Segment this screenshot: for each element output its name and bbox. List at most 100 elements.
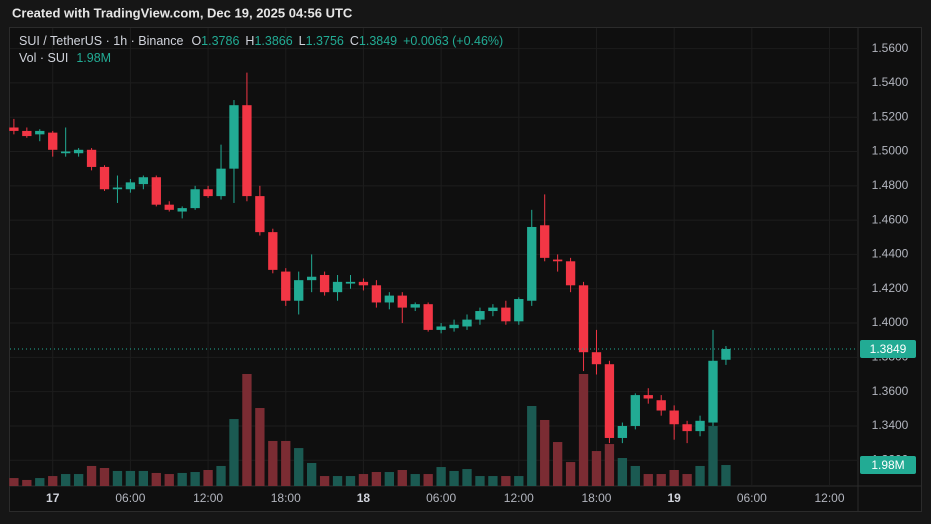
y-tick-label: 1.3600 — [872, 384, 909, 398]
last-price-label: 1.3849 — [870, 342, 907, 356]
volume-bar — [617, 458, 628, 486]
candle-body — [656, 400, 666, 411]
y-tick-label: 1.4000 — [872, 315, 909, 329]
volume-bar — [708, 426, 718, 486]
volume-bar — [319, 476, 330, 486]
candle-body — [177, 208, 187, 212]
candle-body — [242, 105, 252, 197]
candle-body — [475, 311, 485, 320]
high-label: H — [245, 34, 254, 48]
volume-bar — [9, 478, 19, 486]
y-tick-label: 1.5600 — [872, 41, 909, 55]
candle-body — [281, 271, 291, 301]
candle-body — [125, 182, 136, 190]
volume-bar — [358, 474, 369, 486]
candle-body — [255, 196, 265, 233]
y-tick-label: 1.4800 — [872, 178, 909, 192]
candle-body — [371, 285, 382, 303]
candle-body — [397, 295, 407, 308]
volume-bar — [423, 474, 433, 486]
candle-body — [501, 307, 511, 322]
volume-bar — [604, 444, 615, 486]
volume-bar — [578, 374, 589, 486]
volume-bar — [410, 474, 420, 486]
candle-body — [488, 307, 498, 312]
candle-body — [591, 352, 602, 365]
x-tick-label: 06:00 — [426, 491, 456, 505]
volume-pane — [9, 374, 731, 486]
candle-body — [190, 189, 200, 209]
y-tick-label: 1.4200 — [872, 281, 909, 295]
open-value: 1.3786 — [201, 34, 239, 48]
watermark: Created with TradingView.com, Dec 19, 20… — [12, 5, 353, 20]
volume-bar — [552, 442, 563, 486]
volume-bar — [190, 472, 200, 486]
candle-body — [552, 259, 563, 262]
volume-bar — [384, 472, 394, 486]
x-tick-label: 06:00 — [737, 491, 767, 505]
last-price-badge — [860, 339, 916, 358]
volume-bar — [216, 465, 226, 486]
candle-body — [86, 149, 97, 167]
close-value: 1.3849 — [359, 34, 397, 48]
change: +0.0063 (+0.46%) — [403, 34, 503, 48]
candle-body — [216, 168, 226, 197]
candle-body — [565, 261, 576, 286]
volume-bar — [449, 470, 459, 486]
candle-body — [48, 132, 58, 150]
x-tick-label: 12:00 — [815, 491, 845, 505]
y-tick-label: 1.5400 — [872, 75, 909, 89]
volume-value: 1.98M — [76, 51, 111, 65]
volume-bar — [721, 465, 731, 486]
volume-bar — [306, 463, 317, 486]
low-value: 1.3756 — [306, 34, 344, 48]
candle-body — [578, 285, 589, 353]
x-tick-label: 19 — [667, 491, 681, 505]
volume-bar — [242, 374, 252, 486]
volume-bar — [268, 440, 278, 486]
volume-bar — [35, 478, 45, 486]
y-tick-label: 1.3400 — [872, 418, 909, 432]
high-value: 1.3866 — [254, 34, 292, 48]
x-tick-label: 12:00 — [193, 491, 223, 505]
volume-bar — [151, 472, 161, 486]
volume-bar — [462, 469, 472, 486]
x-tick-label: 18:00 — [581, 491, 611, 505]
candle-body — [527, 226, 537, 301]
candle-body — [268, 232, 278, 270]
volume-bar — [397, 470, 407, 486]
candles — [9, 72, 731, 444]
candle-body — [306, 276, 317, 281]
volume-bar — [48, 476, 58, 486]
x-tick-label: 18:00 — [271, 491, 301, 505]
candle-body — [345, 281, 356, 284]
x-tick-label: 17 — [46, 491, 60, 505]
y-tick-label: 1.5200 — [872, 109, 909, 123]
candle-body — [604, 364, 615, 438]
volume-bar — [682, 474, 692, 486]
axes: 1.32001.34001.36001.38001.40001.42001.44… — [10, 41, 916, 505]
candle-body — [138, 177, 149, 185]
volume-bar — [99, 467, 110, 486]
volume-bar — [203, 470, 213, 486]
volume-bar — [371, 472, 382, 486]
candle-body — [630, 395, 640, 426]
volume-bar — [656, 474, 666, 486]
candle-body — [449, 324, 459, 329]
candle-body — [73, 149, 84, 154]
close-label: C — [350, 34, 359, 48]
candle-body — [423, 304, 433, 330]
candle-body — [22, 130, 32, 137]
x-tick-label: 06:00 — [115, 491, 145, 505]
symbol: SUI / TetherUS · 1h · Binance — [19, 34, 183, 48]
volume-bar — [255, 408, 265, 486]
candle-body — [708, 360, 718, 423]
volume-bar — [514, 476, 524, 486]
volume-bar — [475, 476, 485, 486]
candle-body — [164, 204, 174, 210]
volume-bar — [61, 474, 71, 486]
candle-body — [229, 105, 239, 169]
volume-title: Vol · SUI — [19, 51, 68, 65]
volume-bar — [177, 472, 187, 486]
